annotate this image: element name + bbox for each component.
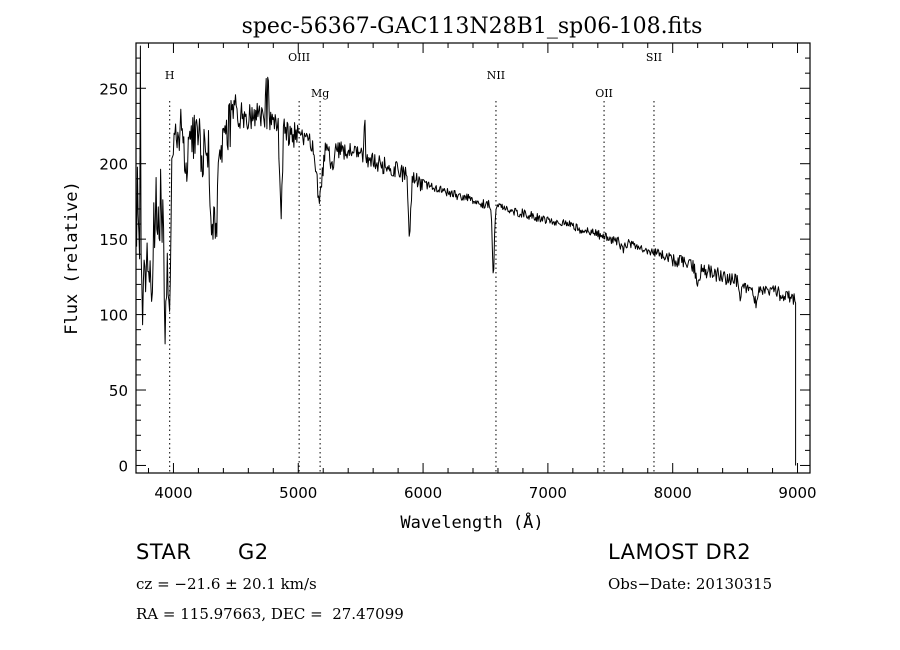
line-label-mg: Mg [311, 87, 329, 100]
y-tick-label: 200 [99, 156, 128, 174]
plot-frame [135, 42, 811, 474]
x-tick-label: 8000 [654, 484, 692, 502]
x-axis-label: Wavelength (Å) [400, 511, 543, 533]
x-tick-label: 9000 [778, 484, 816, 502]
x-tick-label: 7000 [529, 484, 567, 502]
object-class: STAR [136, 540, 192, 564]
chart-title: spec-56367-GAC113N28B1_sp06-108.fits [242, 14, 703, 39]
y-tick-label: 150 [99, 231, 128, 249]
line-label-sii: SII [646, 51, 662, 64]
y-axis-label: Flux (relative) [62, 181, 82, 335]
y-tick-label: 50 [109, 382, 128, 400]
x-tick-label: 4000 [154, 484, 192, 502]
ra-dec: RA = 115.97663, DEC = 27.47099 [136, 605, 404, 623]
line-label-oii: OII [595, 87, 613, 100]
y-tick-label: 250 [99, 80, 128, 98]
line-label-h: H [165, 69, 175, 82]
observation-date: Obs−Date: 20130315 [608, 575, 773, 593]
y-tick-label: 0 [118, 457, 128, 475]
object-subclass: G2 [238, 540, 269, 564]
line-label-nii: NII [487, 69, 505, 82]
redshift-cz: cz = −21.6 ± 20.1 km/s [136, 575, 317, 593]
survey-name: LAMOST DR2 [608, 540, 752, 564]
x-tick-label: 6000 [404, 484, 442, 502]
line-label-oiii: OIII [288, 51, 310, 64]
x-tick-label: 5000 [279, 484, 317, 502]
spectrum-line [136, 45, 797, 466]
y-tick-label: 100 [99, 307, 128, 325]
